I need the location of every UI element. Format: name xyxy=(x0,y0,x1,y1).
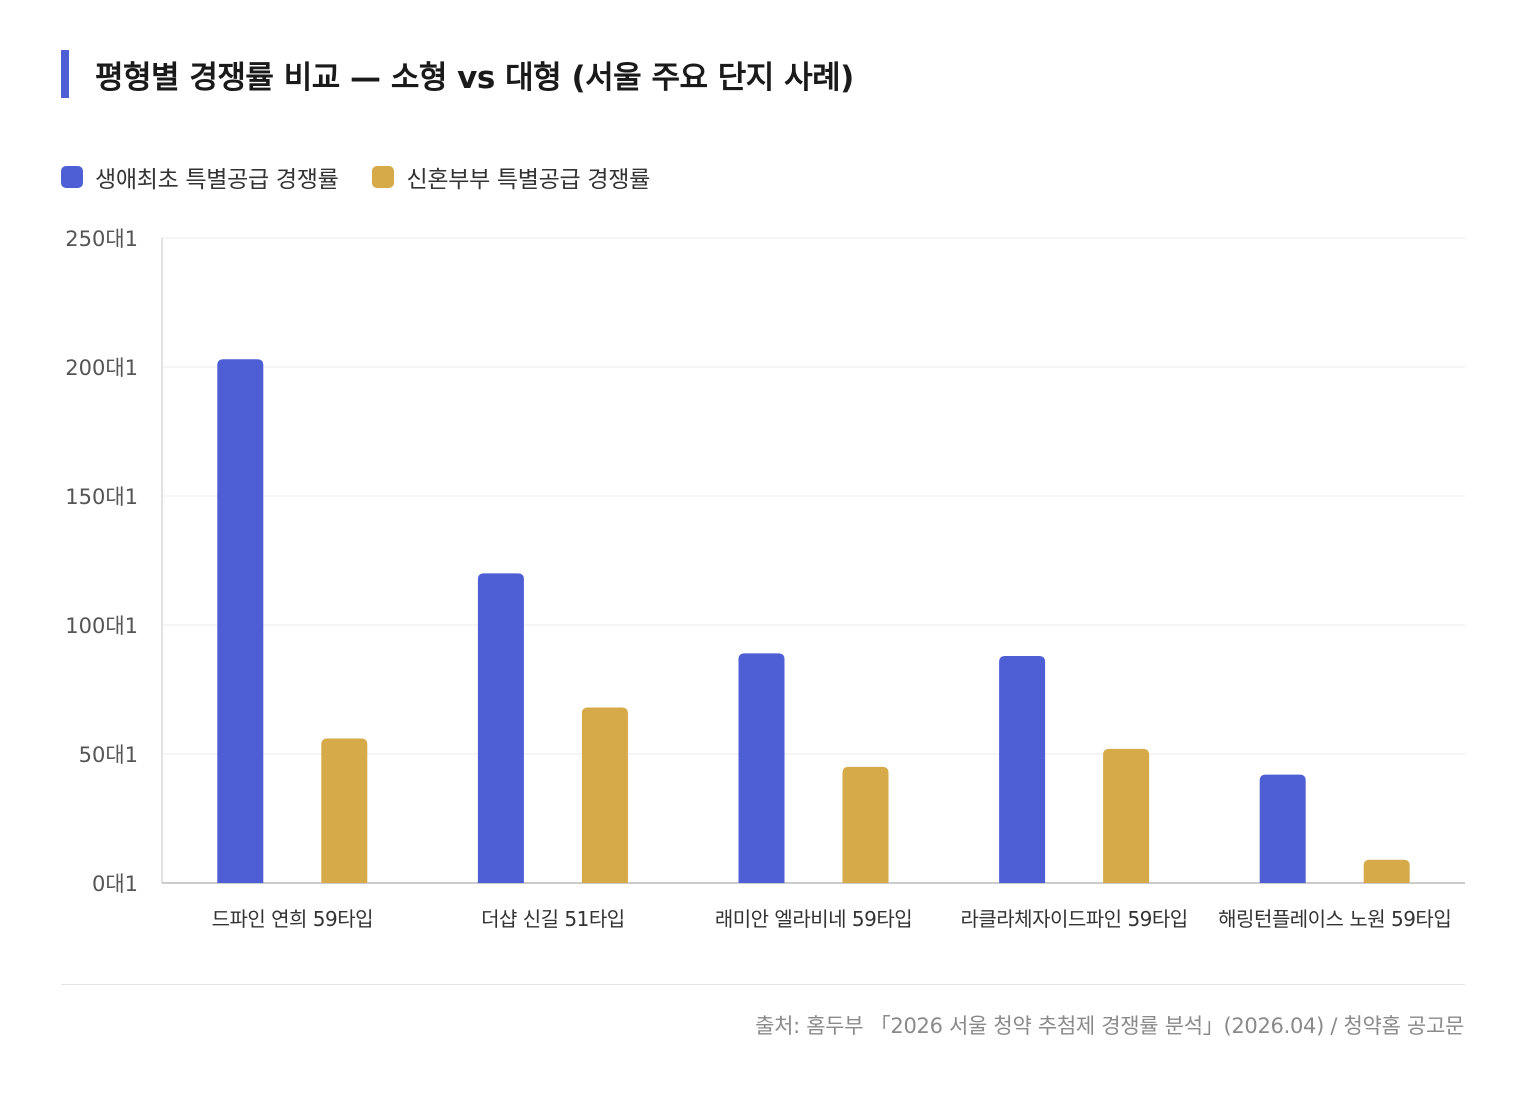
legend-item-series-1: 생애최초 특별공급 경쟁률 xyxy=(61,160,339,194)
bar-series-1 xyxy=(477,573,524,883)
bar-series-2 xyxy=(321,738,368,883)
bar-series-2 xyxy=(581,707,628,883)
legend-swatch-series-2 xyxy=(372,166,395,188)
y-tick-label: 0대1 xyxy=(92,872,138,896)
legend: 생애최초 특별공급 경쟁률 신혼부부 특별공급 경쟁률 xyxy=(61,160,650,194)
x-tick-label: 라클라체자이드파인 59타입 xyxy=(960,907,1187,931)
y-tick-label: 150대1 xyxy=(65,485,138,509)
chart-title: 평형별 경쟁률 비교 — 소형 vs 대형 (서울 주요 단지 사례) xyxy=(95,60,854,96)
x-tick-label: 더샵 신길 51타입 xyxy=(481,907,625,931)
y-tick-label: 250대1 xyxy=(65,227,138,251)
bar-series-1 xyxy=(1259,774,1306,883)
legend-label-series-1: 생애최초 특별공급 경쟁률 xyxy=(95,167,339,193)
legend-swatch-series-1 xyxy=(61,166,83,188)
x-tick-label: 드파인 연희 59타입 xyxy=(212,907,373,931)
title-accent-bar xyxy=(61,50,69,98)
x-tick-label: 해링턴플레이스 노원 59타입 xyxy=(1218,907,1451,931)
bar-series-1 xyxy=(217,359,264,883)
bar-series-1 xyxy=(738,653,785,883)
bar-series-2 xyxy=(1363,859,1410,883)
legend-item-series-2: 신혼부부 특별공급 경쟁률 xyxy=(372,160,650,194)
y-tick-label: 100대1 xyxy=(65,614,138,638)
bar-series-2 xyxy=(842,766,889,883)
y-tick-label: 50대1 xyxy=(79,743,138,767)
source-note: 출처: 홈두부 「2026 서울 청약 추첨제 경쟁률 분석」(2026.04)… xyxy=(755,1014,1464,1038)
footer-divider xyxy=(61,984,1465,985)
bar-series-1 xyxy=(999,655,1046,883)
legend-label-series-2: 신혼부부 특별공급 경쟁률 xyxy=(406,167,650,193)
y-tick-label: 200대1 xyxy=(65,356,138,380)
x-tick-label: 래미안 엘라비네 59타입 xyxy=(715,907,912,931)
bar-series-2 xyxy=(1103,748,1150,883)
